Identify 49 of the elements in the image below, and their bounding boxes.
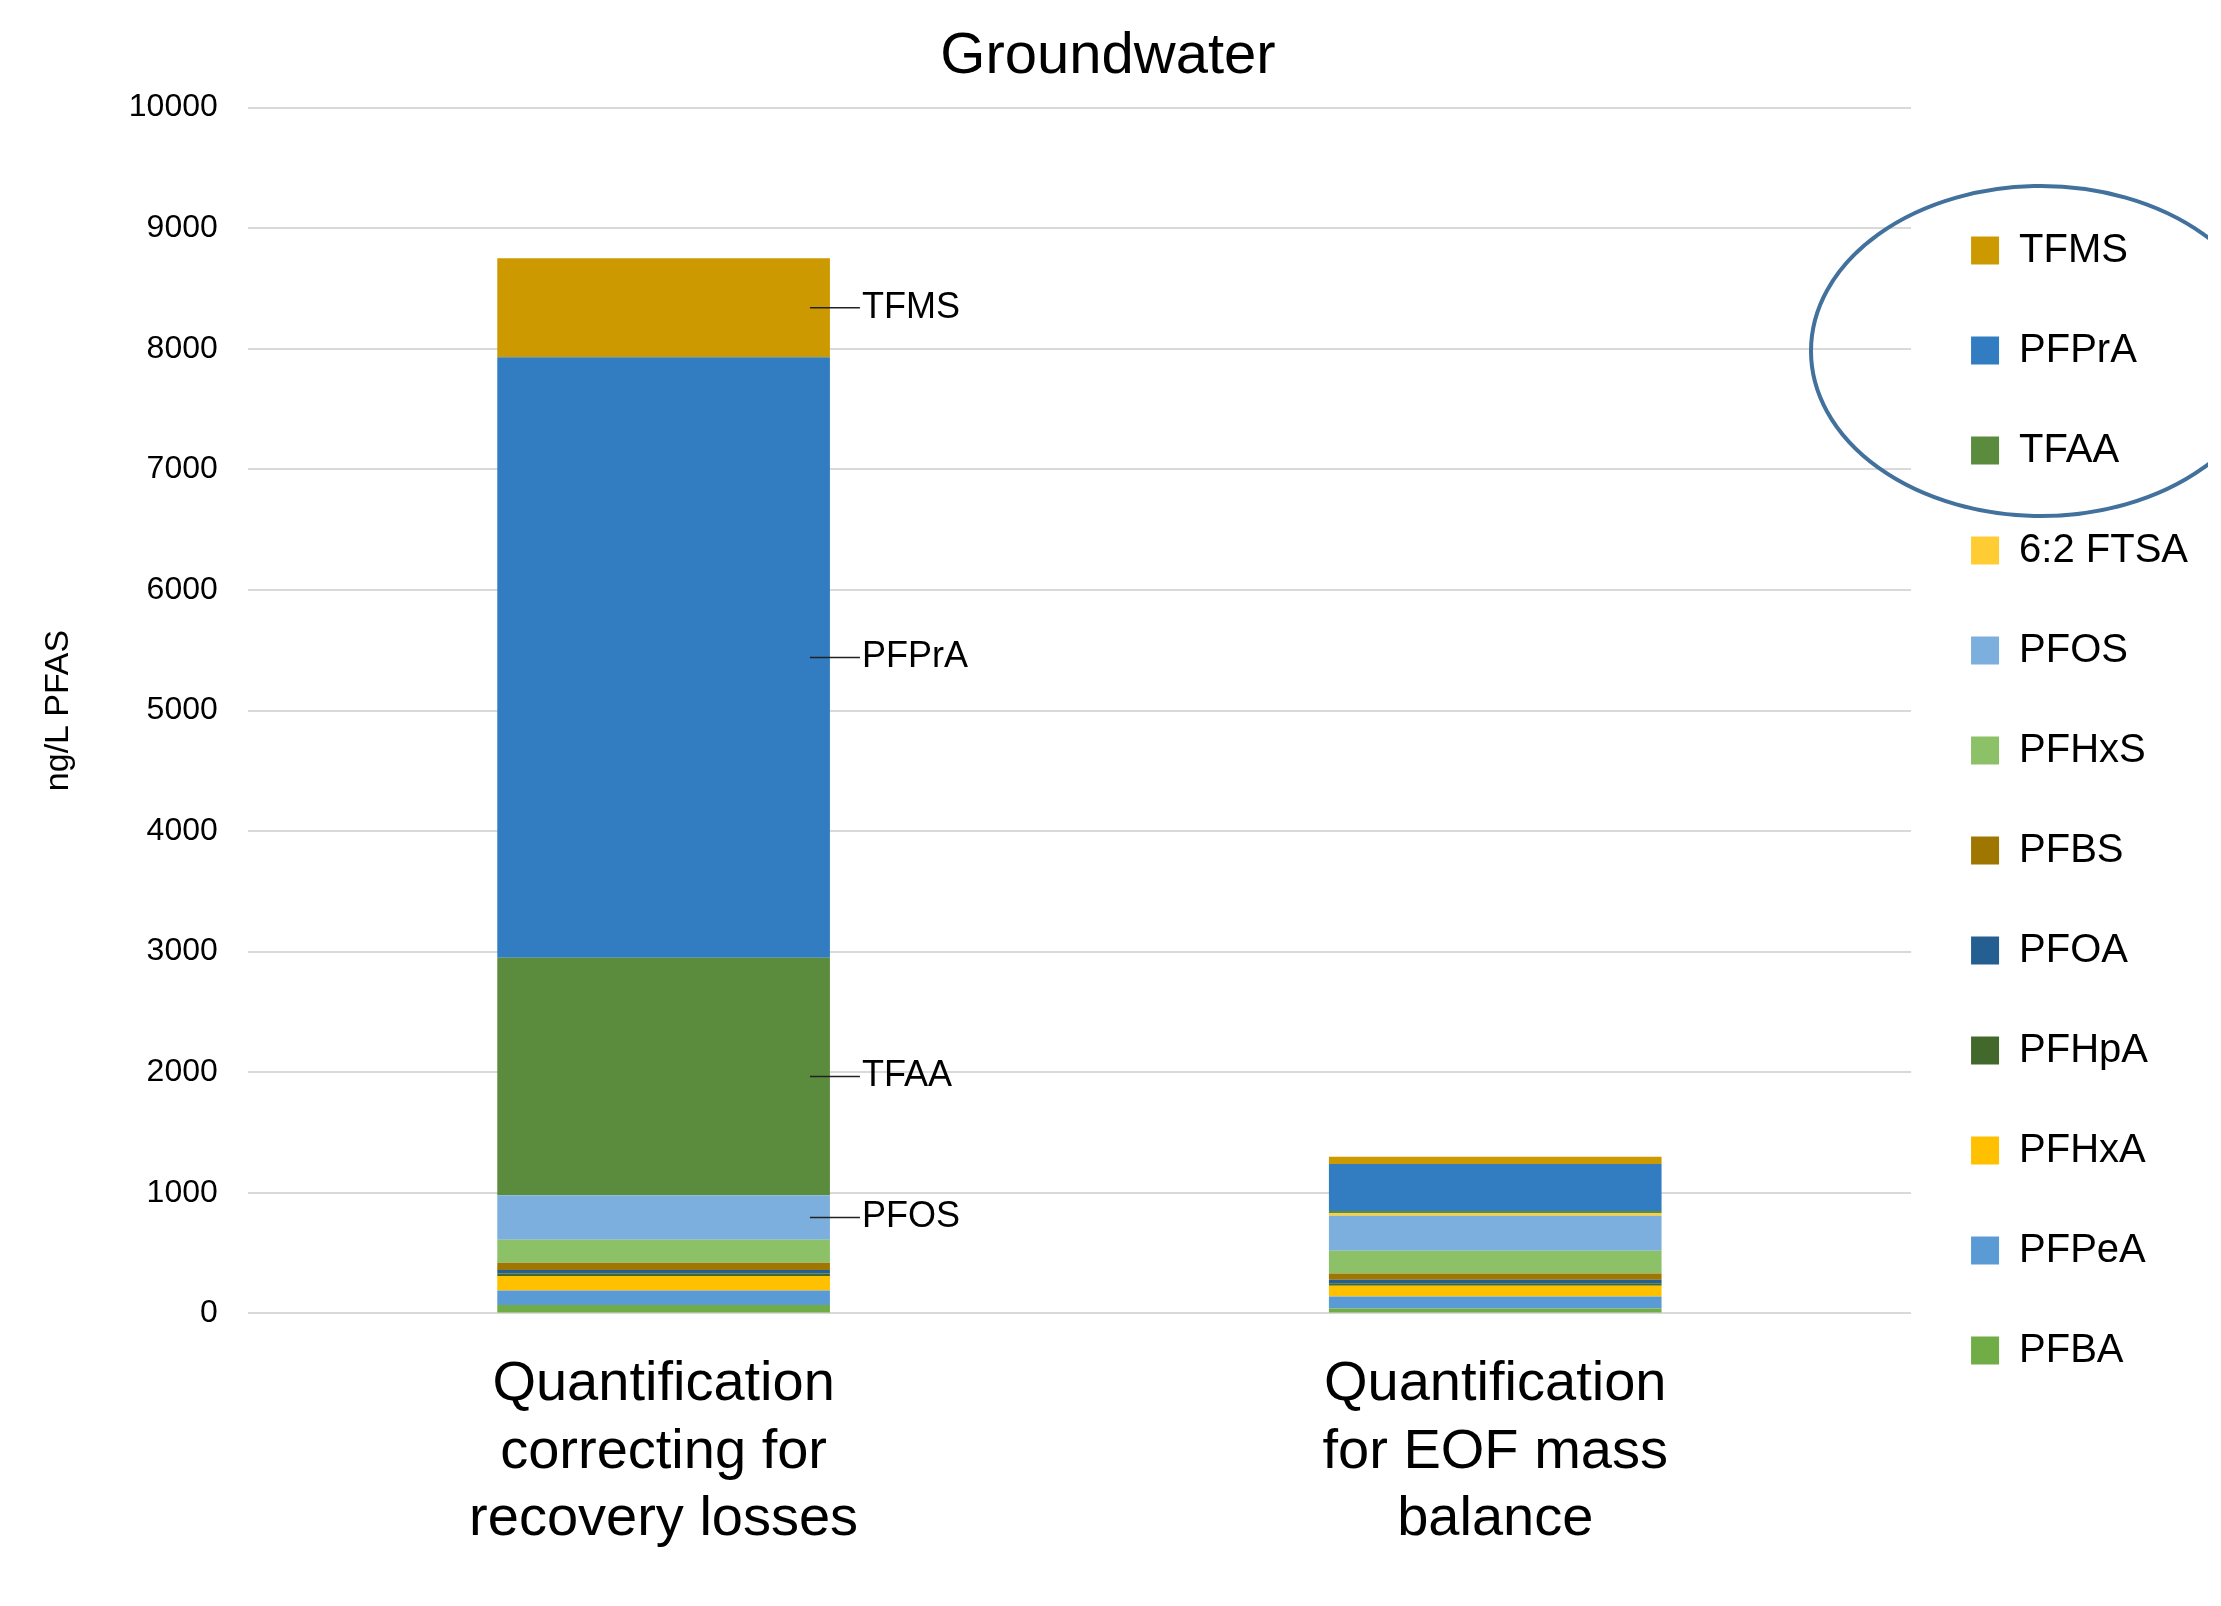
bar xyxy=(1328,1283,1662,1286)
legend-label: PFOS xyxy=(2019,625,2128,670)
legend-label: PFHxA xyxy=(2019,1125,2147,1170)
bar xyxy=(497,1269,830,1274)
annotation: PFOS xyxy=(861,1194,960,1236)
legend-label: PFHxS xyxy=(2019,725,2146,770)
legend-label: PFOA xyxy=(2019,925,2129,970)
legend-label: TFAA xyxy=(2019,425,2120,470)
y-tick-label: 5000 xyxy=(146,690,218,727)
y-tick-label: 7000 xyxy=(146,449,218,486)
y-tick-label: 3000 xyxy=(146,931,218,968)
y-tick-label: 9000 xyxy=(146,208,218,245)
legend-label: PFPrA xyxy=(2019,325,2138,370)
annotation: TFMS xyxy=(861,284,960,326)
bar xyxy=(1328,1156,1662,1164)
x-tick-label: Quantification for EOF mass balance xyxy=(1322,1349,1668,1547)
legend-label: PFPeA xyxy=(2019,1225,2147,1270)
bar xyxy=(497,258,830,358)
bar xyxy=(497,1262,830,1270)
legend-label: PFBA xyxy=(2019,1325,2124,1370)
annotation: TFAA xyxy=(861,1053,952,1095)
y-tick-label: 4000 xyxy=(146,810,218,847)
legend-label: 6:2 FTSA xyxy=(2019,525,2189,570)
bar xyxy=(1328,1250,1662,1274)
x-tick-label: Quantification correcting for recovery losses xyxy=(469,1349,859,1547)
bar xyxy=(497,1290,830,1305)
y-tick-label: 2000 xyxy=(146,1052,218,1089)
bar xyxy=(497,1195,830,1240)
y-tick-label: 0 xyxy=(199,1293,218,1330)
bar xyxy=(497,1276,830,1291)
bar xyxy=(1328,1285,1662,1297)
y-axis-title: ng/L PFAS xyxy=(36,629,75,792)
y-tick-label: 1000 xyxy=(146,1172,218,1209)
bar xyxy=(497,1239,830,1263)
bar xyxy=(1328,1215,1662,1251)
bar xyxy=(1328,1296,1662,1309)
bar xyxy=(497,957,830,1196)
y-tick-label: 8000 xyxy=(146,328,218,365)
legend-label: PFBS xyxy=(2019,825,2124,870)
y-tick-label: 6000 xyxy=(146,569,218,606)
chart-title: Groundwater xyxy=(940,19,1276,85)
legend-label: PFHpA xyxy=(2019,1025,2149,1070)
legend-label: TFMS xyxy=(2019,225,2128,270)
bar xyxy=(497,357,830,958)
bar xyxy=(497,1304,830,1313)
bar xyxy=(1328,1273,1662,1280)
annotation: PFPrA xyxy=(861,634,968,676)
bar xyxy=(1328,1163,1662,1211)
y-tick-label: 10000 xyxy=(128,87,218,124)
